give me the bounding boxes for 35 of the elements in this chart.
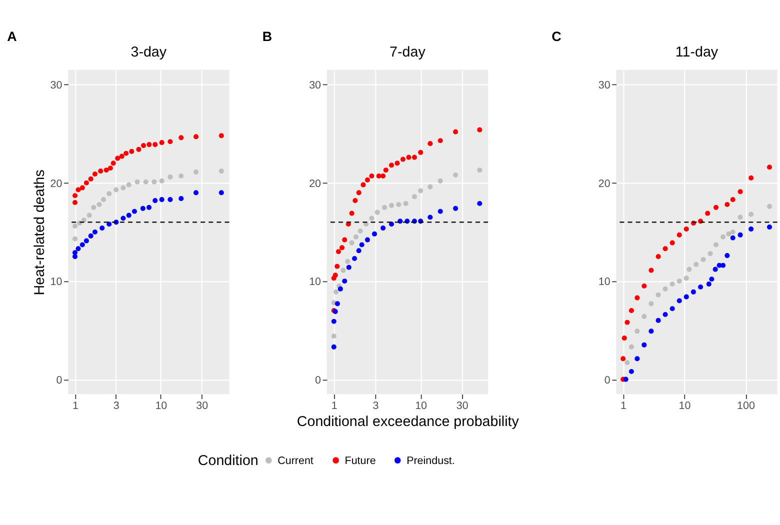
x-tick-label: 1 [620,400,627,412]
legend-label: Future [344,454,376,467]
y-tick-label: 20 [50,178,62,190]
y-tick-label: 10 [598,276,610,288]
y-tick-label: 0 [315,374,322,386]
x-tick-label: 10 [155,400,168,412]
y-tick-label: 10 [309,276,322,288]
y-tick-label: 30 [50,80,62,92]
x-tick-label: 3 [372,400,379,412]
text: A [7,29,18,44]
legend-label: Preindust. [406,454,455,467]
y-tick-label: 0 [604,374,610,386]
y-tick-label: 30 [309,80,322,92]
x-tick-label: 1 [72,400,78,412]
chart-title: 7-day [390,44,426,60]
y-tick-label: 0 [56,374,62,386]
legend-title: Condition [198,452,258,469]
y-tick-label: 20 [598,178,610,190]
y-tick-label: 10 [50,276,62,288]
text: C [552,29,562,44]
legend-label: Current [278,454,314,467]
chart-title: 11-day [675,44,719,60]
x-tick-label: 10 [678,400,691,412]
y-tick-label: 30 [598,80,610,92]
y-tick-label: 20 [309,178,322,190]
x-axis-title: Conditional exceedance probability [296,414,520,430]
chart-title: 3-day [130,44,168,60]
x-tick-label: 30 [196,400,208,412]
y-axis-title: Heat-related deaths [32,170,48,296]
x-tick-label: 30 [456,400,468,412]
text: B [262,29,272,44]
x-tick-label: 3 [113,400,120,412]
x-tick-label: 1 [331,400,338,412]
x-tick-label: 100 [737,400,755,412]
x-tick-label: 10 [415,400,428,412]
